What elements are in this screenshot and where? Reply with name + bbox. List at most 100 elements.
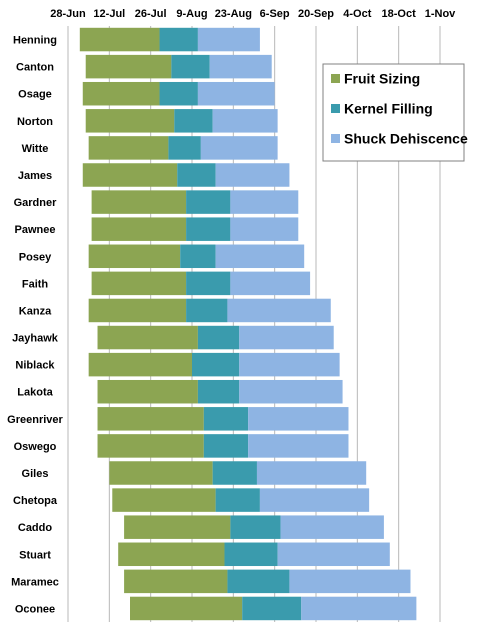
x-tick-label: 6-Sep xyxy=(260,8,290,20)
bar-segment xyxy=(186,217,231,241)
bar-segment xyxy=(91,271,187,296)
category-label: Lakota xyxy=(17,387,53,399)
bar-segment xyxy=(180,244,216,269)
legend: Fruit Sizing Kernel Filling Shuck Dehiscen… xyxy=(322,63,468,162)
x-tick-label: 28-Jun xyxy=(50,8,86,20)
category-label: Posey xyxy=(19,251,52,263)
bar-segment xyxy=(256,461,367,485)
bar-segment xyxy=(277,542,390,567)
category-label: Jayhawk xyxy=(12,333,59,345)
legend-swatch xyxy=(331,104,340,113)
x-tick-label: 1-Nov xyxy=(425,8,456,20)
bar-segment xyxy=(197,325,240,350)
bar-segment xyxy=(239,379,343,404)
category-label: Maramec xyxy=(11,576,59,588)
bar-segment xyxy=(91,217,187,241)
x-tick-labels: 28-Jun 12-Jul 26-Jul 9-Aug 23-Aug 6-Sep 20-Sep… xyxy=(50,8,456,20)
x-tick-label: 23-Aug xyxy=(215,8,252,20)
legend-box xyxy=(322,63,465,162)
bar-segment xyxy=(97,379,198,404)
bar-segment xyxy=(85,54,172,79)
bar-segment xyxy=(82,163,178,187)
category-label: Greenriver xyxy=(7,414,63,426)
bar-segment xyxy=(230,190,299,214)
category-label: Pawnee xyxy=(15,224,56,236)
bar-segment xyxy=(159,27,198,52)
x-tick-label: 18-Oct xyxy=(382,8,417,20)
bar-segment xyxy=(209,54,272,79)
bar-segment xyxy=(224,542,278,567)
bar-segment xyxy=(212,109,278,133)
bar-segment xyxy=(159,81,198,106)
legend-swatch xyxy=(331,74,340,83)
category-label: Caddo xyxy=(18,522,53,534)
bar-segment xyxy=(197,27,260,52)
bar-segment xyxy=(186,271,231,296)
bar-segment xyxy=(186,190,231,214)
bar-segment xyxy=(280,515,384,539)
bar-segment xyxy=(168,136,201,160)
legend-swatch xyxy=(331,134,340,143)
bar-segment xyxy=(118,542,225,567)
bar-segment xyxy=(88,136,169,160)
bar-segment xyxy=(215,244,305,269)
category-label: James xyxy=(18,170,52,182)
bar-segment xyxy=(242,596,302,621)
legend-label: Fruit Sizing xyxy=(344,71,420,87)
category-label: Norton xyxy=(17,116,53,128)
bars xyxy=(79,27,417,621)
category-label: Henning xyxy=(13,35,57,47)
bar-segment xyxy=(248,407,349,431)
legend-label: Kernel Filling xyxy=(344,101,433,117)
bar-segment xyxy=(88,298,187,323)
bar-segment xyxy=(197,81,275,106)
bar-segment xyxy=(227,569,290,594)
x-tick-label: 12-Jul xyxy=(93,8,125,20)
category-label: Stuart xyxy=(19,549,51,561)
category-label: Canton xyxy=(16,62,54,74)
bar-segment xyxy=(171,54,210,79)
bar-segment xyxy=(230,271,311,296)
bar-segment xyxy=(212,461,257,485)
bar-segment xyxy=(200,136,278,160)
x-tick-label: 9-Aug xyxy=(176,8,207,20)
category-label: Faith xyxy=(22,278,49,290)
bar-segment xyxy=(259,488,370,512)
bar-segment xyxy=(124,515,231,539)
bar-segment xyxy=(301,596,417,621)
bar-segment xyxy=(130,596,243,621)
bar-segment xyxy=(112,488,216,512)
legend-label: Shuck Dehiscence xyxy=(344,131,468,147)
bar-segment xyxy=(239,352,340,377)
bar-segment xyxy=(230,217,299,241)
bar-segment xyxy=(97,407,204,431)
x-tick-label: 4-Oct xyxy=(343,8,371,20)
bar-segment xyxy=(124,569,228,594)
x-tick-label: 20-Sep xyxy=(298,8,334,20)
bar-segment xyxy=(109,461,213,485)
bar-segment xyxy=(197,379,240,404)
bar-segment xyxy=(289,569,411,594)
bar-segment xyxy=(230,515,281,539)
bar-segment xyxy=(248,434,349,458)
bar-segment xyxy=(97,434,204,458)
category-label: Osage xyxy=(18,89,52,101)
x-tick-label: 26-Jul xyxy=(135,8,167,20)
category-labels: Henning Canton Osage Norton Witte James Gardne… xyxy=(7,35,63,616)
category-label: Niblack xyxy=(15,360,55,372)
category-label: Chetopa xyxy=(13,495,58,507)
bar-segment xyxy=(215,488,260,512)
category-label: Oswego xyxy=(14,441,57,453)
bar-segment xyxy=(88,244,181,269)
category-label: Witte xyxy=(22,143,49,155)
bar-segment xyxy=(192,352,240,377)
bar-segment xyxy=(215,163,290,187)
bar-segment xyxy=(203,407,249,431)
bar-segment xyxy=(91,190,187,214)
bar-segment xyxy=(177,163,216,187)
category-label: Giles xyxy=(22,468,49,480)
bar-segment xyxy=(85,109,175,133)
category-label: Kanza xyxy=(19,305,52,317)
category-label: Gardner xyxy=(14,197,58,209)
